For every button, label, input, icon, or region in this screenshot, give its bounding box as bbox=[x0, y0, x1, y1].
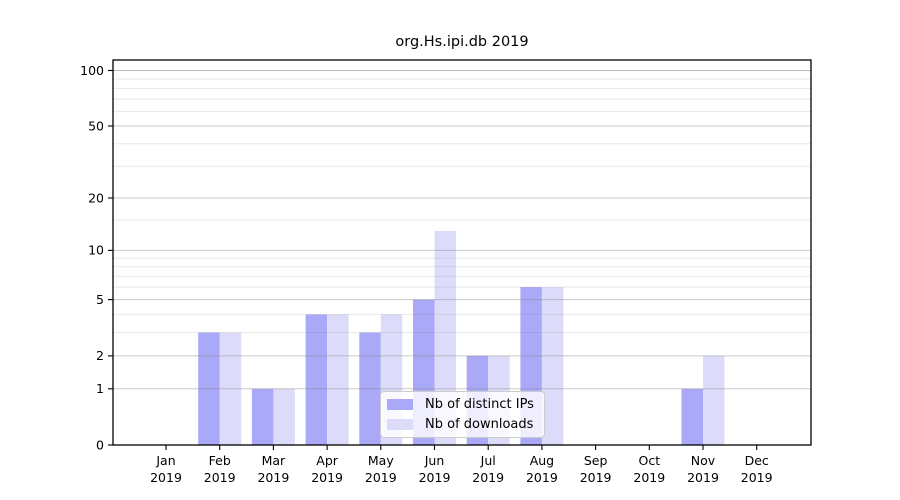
x-tick-label-month: Oct bbox=[638, 453, 660, 468]
x-tick-label-year: 2019 bbox=[633, 470, 665, 485]
bar-distinct-ips bbox=[681, 388, 703, 445]
x-tick-label-month: May bbox=[368, 453, 394, 468]
legend-swatch-distinct-ips bbox=[387, 398, 413, 410]
bar-downloads bbox=[219, 332, 242, 445]
legend-item-downloads: Nb of downloads bbox=[387, 417, 544, 433]
chart-title: org.Hs.ipi.db 2019 bbox=[395, 34, 529, 50]
x-tick-label-year: 2019 bbox=[526, 470, 558, 485]
x-tick-label-year: 2019 bbox=[419, 470, 451, 485]
x-tick-label-month: Jul bbox=[480, 453, 496, 468]
legend-label-distinct-ips: Nb of distinct IPs bbox=[425, 396, 534, 412]
y-tick-label: 5 bbox=[96, 292, 104, 307]
legend-swatch-downloads bbox=[387, 419, 413, 431]
x-tick-label-year: 2019 bbox=[257, 470, 289, 485]
y-tick-label: 2 bbox=[96, 348, 104, 363]
x-tick-label-month: Sep bbox=[584, 453, 608, 468]
x-tick-label-year: 2019 bbox=[204, 470, 236, 485]
legend: Nb of distinct IPs Nb of downloads bbox=[380, 391, 545, 438]
x-tick-label-year: 2019 bbox=[150, 470, 182, 485]
x-tick-label-month: Aug bbox=[530, 453, 554, 468]
bar-distinct-ips bbox=[251, 388, 274, 445]
x-tick-label-year: 2019 bbox=[741, 470, 773, 485]
plot-frame bbox=[112, 59, 812, 446]
bar-downloads bbox=[541, 287, 564, 445]
bar-distinct-ips bbox=[305, 314, 328, 445]
legend-label-downloads: Nb of downloads bbox=[425, 417, 534, 433]
x-tick-label-year: 2019 bbox=[472, 470, 504, 485]
x-tick-label-month: Dec bbox=[745, 453, 769, 468]
y-tick-label: 1 bbox=[96, 381, 104, 396]
x-tick-label-month: Apr bbox=[316, 453, 338, 468]
x-tick-label-year: 2019 bbox=[580, 470, 612, 485]
y-tick-label: 10 bbox=[88, 243, 104, 258]
x-tick-label-year: 2019 bbox=[311, 470, 343, 485]
bar-downloads bbox=[327, 314, 349, 445]
x-tick-label-month: Jun bbox=[424, 453, 445, 468]
y-tick-label: 100 bbox=[80, 63, 104, 78]
x-tick-label-month: Feb bbox=[209, 453, 231, 468]
x-tick-label-year: 2019 bbox=[687, 470, 719, 485]
bar-downloads bbox=[703, 355, 725, 445]
bar-distinct-ips bbox=[198, 332, 220, 445]
legend-item-distinct-ips: Nb of distinct IPs bbox=[387, 396, 544, 412]
bar-distinct-ips bbox=[359, 332, 381, 445]
x-tick-label-year: 2019 bbox=[365, 470, 397, 485]
y-tick-label: 20 bbox=[88, 190, 104, 205]
x-tick-label-month: Jan bbox=[155, 453, 175, 468]
y-tick-label: 50 bbox=[88, 118, 104, 133]
y-tick-label: 0 bbox=[96, 437, 104, 452]
x-tick-label-month: Nov bbox=[691, 453, 716, 468]
x-tick-label-month: Mar bbox=[262, 453, 286, 468]
bar-downloads bbox=[273, 388, 295, 445]
